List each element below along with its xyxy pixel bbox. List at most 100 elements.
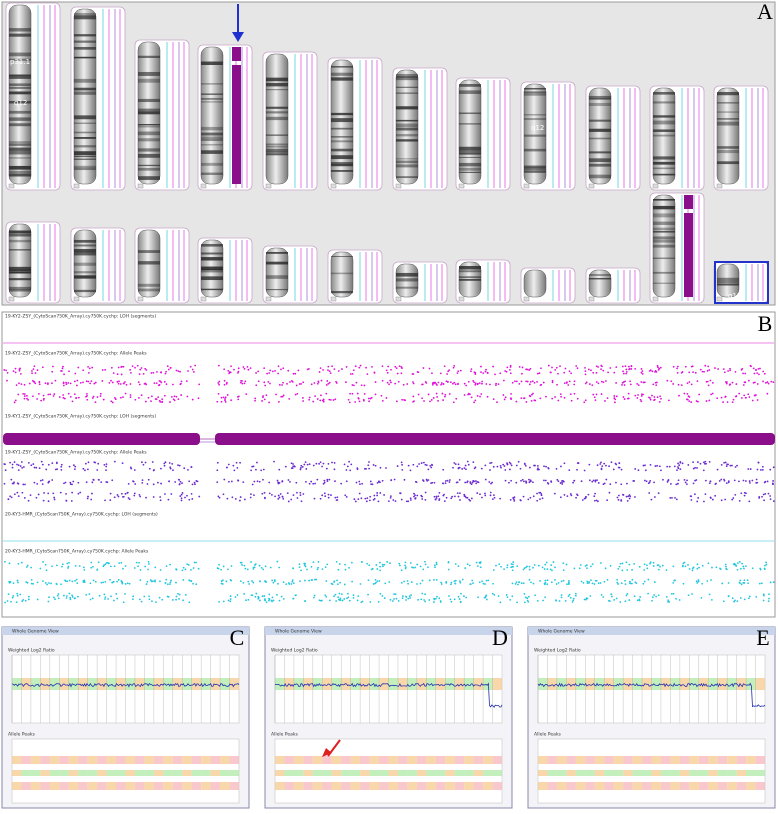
allele-dot [691,569,694,572]
chromosome-band [589,128,611,132]
allele-dot [518,382,521,385]
allele-dot [457,383,459,386]
allele-dot [111,401,114,404]
allele-dot [613,395,616,397]
cn-band [388,678,398,690]
allele-dot [435,495,438,498]
allele-dot [628,599,631,601]
ap-band [312,782,323,790]
allele-dot [525,380,528,383]
allele-dot [85,395,87,398]
allele-dot [683,478,686,481]
allele-dot [506,564,509,567]
allele-dot [642,582,645,585]
allele-dot [175,595,178,598]
allele-dot [233,469,236,472]
allele-dot [90,566,93,569]
allele-dot [710,393,713,396]
allele-dot [68,561,70,564]
allele-dot [169,467,172,470]
ap-band [106,782,117,790]
allele-dot [591,384,594,387]
allele-dot [620,468,623,471]
allele-dot [618,462,621,464]
allele-dot [678,464,681,467]
chromosome-band [9,239,31,243]
allele-dot [191,368,194,371]
ap-band [746,770,756,776]
allele-dot [546,568,549,571]
allele-dot [457,467,460,470]
allele-dot [599,582,602,584]
allele-dot [573,380,576,383]
chromosome-band [201,126,223,131]
allele-dot [711,498,714,501]
allele-dot [97,561,100,564]
allele-dot [317,561,320,563]
allele-dot [673,579,676,582]
allele-dot [400,461,403,464]
allele-dot [766,480,769,483]
allele-dot [263,595,266,597]
allele-dot [333,468,336,471]
allele-dot [71,580,74,583]
allele-dot [757,461,760,464]
allele-dot [157,396,160,398]
allele-dot [178,593,181,596]
allele-dot [40,460,43,463]
allele-dot [282,497,285,500]
ap-band [566,770,576,776]
allele-dot [589,595,592,597]
allele-dot [178,483,181,485]
allele-dot [338,598,340,601]
allele-dot [356,599,359,602]
chromosome-foot [8,183,15,189]
allele-dot [733,479,736,482]
allele-dot [386,560,389,563]
allele-dot [617,583,620,585]
allele-dot [285,583,288,586]
allele-dot [63,482,65,485]
allele-dot [677,466,679,468]
allele-dot [633,562,636,565]
allele-dot [300,382,302,385]
allele-dot [568,370,571,373]
allele-dot [652,383,655,386]
allele-dot [22,466,25,468]
chromosome-band [653,257,675,260]
allele-dot [224,397,226,400]
allele-dot [510,392,512,395]
allele-dot [404,399,407,402]
allele-dot [152,496,155,498]
allele-dot [740,583,743,586]
allele-dot [550,581,553,584]
allele-dot [88,367,91,370]
allele-dot [446,380,449,383]
allele-dot [137,381,140,384]
allele-dot [420,598,423,601]
allele-dot [62,594,65,597]
title-bar [2,627,249,635]
allele-dot [379,565,381,568]
allele-dot [132,598,134,601]
allele-dot [506,366,509,369]
allele-dot [276,593,278,596]
allele-dot [110,595,112,598]
chromosome-band [74,158,96,160]
allele-dot [547,364,550,367]
allele-dot [316,398,319,400]
allele-dot [323,481,326,484]
allele-dot [90,498,93,501]
allele-dot [412,395,415,398]
allele-dot [497,595,500,597]
allele-dot [179,370,181,373]
allele-dot [547,467,550,470]
chromosome-band [396,286,418,289]
allele-dot [533,399,536,402]
allele-dot [238,499,241,502]
allele-dot [770,380,773,383]
allele-dot [310,565,313,568]
allele-dot [511,569,514,572]
allele-dot [649,369,652,372]
cn-band [12,678,22,690]
